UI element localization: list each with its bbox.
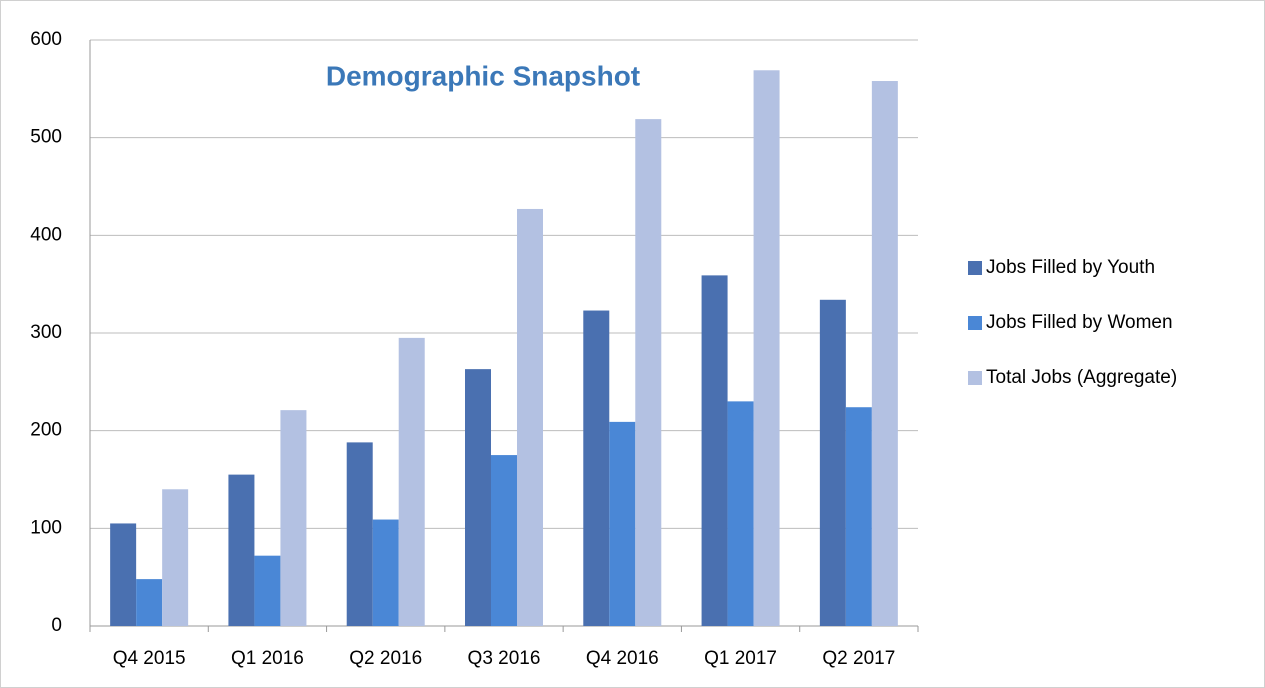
bar: [280, 410, 307, 626]
bar: [701, 275, 728, 626]
bar: [228, 474, 255, 626]
legend-label: Total Jobs (Aggregate): [986, 367, 1177, 388]
x-tick-label: Q2 2017: [822, 648, 895, 669]
y-tick-label: 600: [30, 29, 62, 50]
legend-label: Jobs Filled by Women: [986, 312, 1173, 333]
legend-swatch: [968, 316, 982, 330]
bar: [583, 310, 610, 626]
y-tick-label: 400: [30, 224, 62, 245]
bar: [753, 70, 780, 626]
y-tick-label: 300: [30, 322, 62, 343]
bar: [517, 208, 543, 627]
y-tick-label: 100: [30, 517, 62, 538]
bar: [465, 369, 491, 626]
x-tick-label: Q1 2017: [704, 648, 777, 669]
bar: [110, 523, 137, 626]
bar: [727, 401, 754, 626]
y-tick-label: 200: [30, 420, 62, 441]
bar: [162, 489, 189, 626]
x-tick-label: Q4 2015: [113, 648, 186, 669]
bar: [372, 519, 399, 626]
bar: [346, 442, 373, 626]
legend-swatch: [968, 371, 982, 385]
bar: [819, 299, 846, 626]
bar: [871, 81, 898, 626]
bar: [635, 119, 662, 627]
y-tick-label: 0: [51, 615, 62, 636]
x-tick-label: Q1 2016: [231, 648, 304, 669]
legend-label: Jobs Filled by Youth: [986, 257, 1155, 278]
y-tick-label: 500: [30, 127, 62, 148]
x-tick-label: Q4 2016: [586, 648, 659, 669]
x-tick-label: Q2 2016: [349, 648, 422, 669]
bar: [609, 421, 636, 626]
bar: [398, 337, 425, 626]
bar: [845, 407, 872, 626]
bar: [254, 555, 281, 626]
chart-title: Demographic Snapshot: [326, 60, 640, 91]
bar: [136, 579, 163, 626]
legend-swatch: [968, 261, 982, 275]
x-tick-label: Q3 2016: [468, 648, 541, 669]
bar: [491, 455, 517, 626]
